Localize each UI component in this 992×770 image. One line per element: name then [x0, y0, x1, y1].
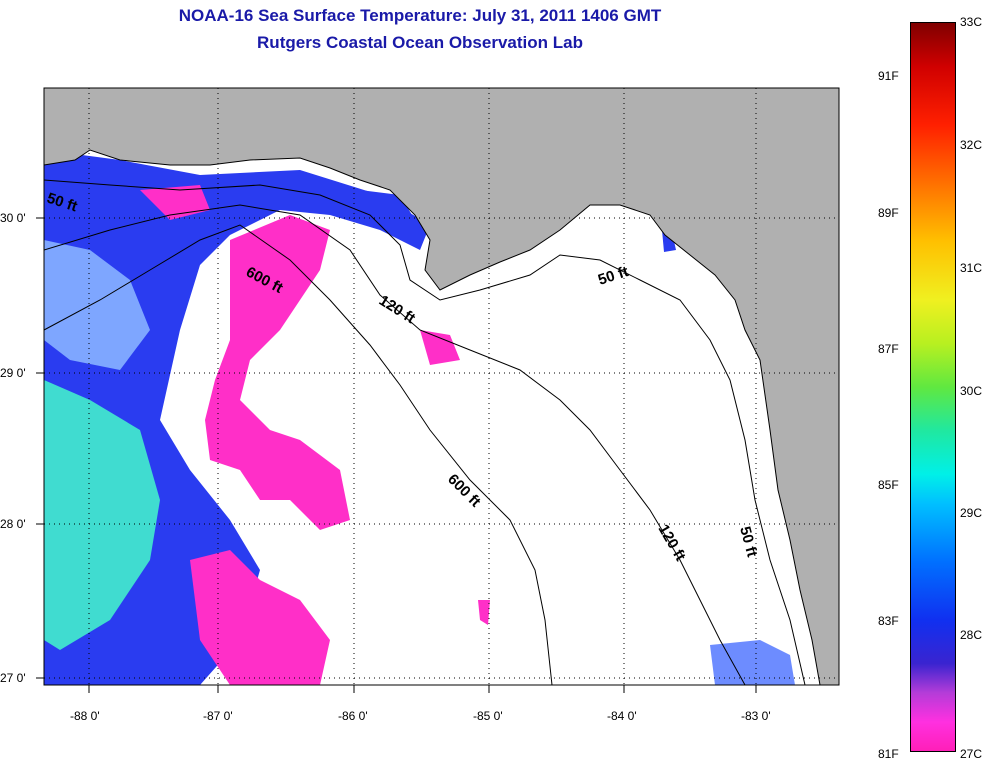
map-subtitle: Rutgers Coastal Ocean Observation Lab	[257, 33, 583, 52]
sst-shelf-region	[44, 240, 150, 370]
longitude-label: -86 0'	[338, 709, 368, 723]
longitude-label: -84 0'	[607, 709, 637, 723]
colorbar-label-f: 89F	[878, 206, 899, 220]
isobath-120ft	[44, 204, 746, 685]
latitude-label: 28 0'	[0, 517, 26, 531]
colorbar-label-c: 27C	[960, 747, 983, 761]
sst-pink-region	[205, 215, 350, 530]
sst-cyan-region	[44, 380, 160, 650]
colorbar-label-c: 33C	[960, 15, 983, 29]
isobath-50ft	[44, 179, 806, 685]
latitude-label: 29 0'	[0, 366, 26, 380]
map-frame	[43, 87, 840, 686]
sst-pink-region	[190, 550, 330, 685]
colorbar-label-f: 87F	[878, 342, 899, 356]
latitude-label: 30 0'	[0, 211, 26, 225]
colorbar-label-c: 31C	[960, 261, 983, 275]
colorbar-label-c: 28C	[960, 628, 983, 642]
longitude-label: -87 0'	[203, 709, 233, 723]
land-mass	[44, 88, 839, 685]
coastline	[44, 149, 821, 685]
colorbar-label-c: 32C	[960, 138, 983, 152]
axis-ticks	[36, 217, 757, 693]
colorbar-label-f: 83F	[878, 614, 899, 628]
isobath-600ft	[44, 224, 553, 685]
sst-pink-region	[478, 600, 490, 625]
colorbar-label-f: 85F	[878, 478, 899, 492]
map-title: NOAA-16 Sea Surface Temperature: July 31…	[178, 6, 662, 25]
longitude-label: -83 0'	[741, 709, 771, 723]
land-mass	[790, 520, 839, 590]
sst-shelf-region	[710, 640, 795, 685]
longitude-label: -88 0'	[70, 709, 100, 723]
colorbar-label-f: 91F	[878, 69, 899, 83]
sst-pink-region	[420, 330, 460, 365]
latitude-label: 27 0'	[0, 671, 26, 685]
sst-pink-region	[140, 185, 210, 220]
temperature-colorbar	[910, 22, 956, 752]
colorbar-label-c: 30C	[960, 384, 983, 398]
colorbar-label-c: 29C	[960, 506, 983, 520]
colorbar-label-f: 81F	[878, 747, 899, 761]
longitude-label: -85 0'	[473, 709, 503, 723]
